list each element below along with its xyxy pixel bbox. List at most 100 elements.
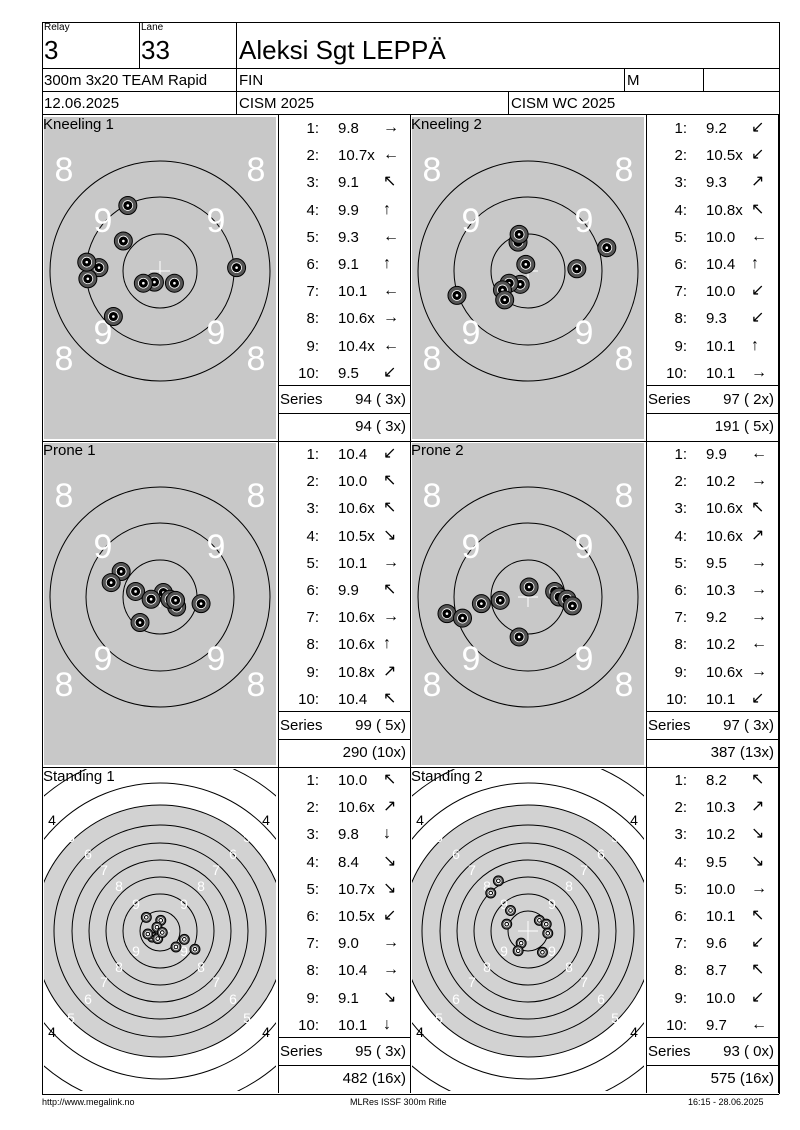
shot-direction-icon: ↘	[383, 526, 397, 544]
shot-value: 9.6	[706, 935, 727, 953]
shot-value: 9.0	[338, 935, 359, 953]
shot-number: 3:	[674, 174, 687, 192]
shot-number: 5:	[306, 228, 319, 246]
target-ring	[439, 842, 617, 1020]
ring-number: 9	[94, 528, 113, 566]
ring-number: 9	[500, 943, 508, 959]
shot-number: 2:	[674, 799, 687, 817]
ring-number: 6	[597, 991, 605, 1007]
shot-direction-icon: →	[751, 608, 767, 626]
series-label: Series	[280, 391, 323, 408]
shot-value: 10.4	[338, 690, 368, 708]
shot-number: 5:	[674, 554, 687, 572]
ring-number: 8	[483, 959, 491, 975]
target-ring	[44, 782, 276, 1080]
shot-direction-icon: ↖	[383, 173, 397, 191]
ring-number: 8	[615, 340, 634, 378]
ring-number: 9	[132, 943, 140, 959]
shot-direction-icon: ↙	[383, 445, 397, 462]
ring-number: 6	[452, 846, 460, 862]
lane-label: Lane	[141, 22, 164, 33]
shot-value: 10.7x	[338, 147, 375, 165]
nation: FIN	[239, 72, 264, 89]
shot-value: 10.6x	[706, 527, 743, 545]
shot-value: 10.1	[338, 554, 368, 572]
shot-direction-icon: ↘	[383, 852, 397, 870]
shot-value: 9.5	[706, 853, 727, 871]
shot-number: 9:	[306, 663, 319, 681]
shot-number: 7:	[306, 609, 319, 627]
target-diagram: 8 88 89 99 9	[44, 443, 276, 765]
shot-number: 5:	[674, 880, 687, 898]
ring-number: 9	[575, 202, 594, 240]
date: 12.06.2025	[44, 95, 120, 112]
shot-value: 10.2	[706, 473, 736, 491]
shot-hole	[540, 918, 552, 930]
shot-hole	[156, 927, 168, 939]
ring-number: 9	[132, 896, 140, 912]
shot-number: 3:	[306, 500, 319, 518]
result-panel: 8 8 8 8 9 9 9 9 Kneeling 1 1: 9.8 → 2: 10.7x ← 3: 9.1 ↖ 4:…	[42, 115, 411, 441]
target-ring	[105, 876, 215, 986]
shot-number: 8:	[306, 636, 319, 654]
shot-hole	[519, 577, 539, 597]
shot-value: 8.7	[706, 962, 727, 980]
shot-number: 5:	[306, 880, 319, 898]
shot-hole	[133, 273, 153, 293]
ring-number: 7	[100, 974, 108, 990]
shot-direction-icon: ↖	[751, 961, 765, 979]
ring-number: 8	[247, 477, 266, 515]
ring-number: 8	[615, 666, 634, 704]
panel-title: Standing 1	[43, 768, 115, 785]
ring-number: 8	[247, 151, 266, 189]
target-ring	[139, 910, 181, 952]
footer-timestamp: 16:15 - 28.06.2025	[688, 1097, 764, 1107]
shot-direction-icon: ↑	[751, 255, 759, 272]
ring-number: 9	[94, 640, 113, 678]
shot-direction-icon: ↗	[751, 173, 765, 191]
ring-number: 8	[55, 340, 74, 378]
cumulative-total: 575 (16x)	[710, 1070, 774, 1087]
ring-number: 8	[55, 151, 74, 189]
shot-direction-icon: ↙	[751, 146, 765, 164]
shot-number: 6:	[306, 908, 319, 925]
shot-number: 9:	[306, 337, 319, 355]
panel-title: Kneeling 2	[411, 116, 482, 133]
shot-direction-icon: →	[751, 662, 767, 680]
shot-direction-icon: ↙	[751, 309, 765, 327]
panel-title: Prone 1	[43, 442, 96, 459]
shot-value: 10.1	[706, 690, 736, 708]
shot-direction-icon: ←	[751, 1015, 767, 1033]
shot-number: 1:	[306, 772, 319, 789]
result-panel: 8 8 8 8 9 9 9 9 Prone 1 1: 10.4 ↙ 2: 10.0 ↖ 3: 10.6x ↖ 4: 1…	[42, 441, 411, 767]
shot-direction-icon: →	[751, 879, 767, 897]
shot-value: 10.0	[706, 880, 736, 898]
ring-number: 9	[575, 640, 594, 678]
shot-direction-icon: ↖	[751, 771, 765, 788]
ring-number: 5	[67, 1010, 75, 1026]
shot-value: 10.6x	[706, 663, 743, 681]
shot-direction-icon: ↓	[383, 1015, 391, 1033]
ring-number: 8	[423, 666, 442, 704]
shot-value: 10.1	[706, 908, 736, 925]
shot-value: 10.6x	[338, 310, 375, 328]
ring-number: 7	[580, 974, 588, 990]
shot-value: 9.7	[706, 1016, 727, 1034]
shot-number: 6:	[674, 582, 687, 599]
shot-direction-icon: ↙	[751, 119, 765, 136]
relay-label: Relay	[44, 22, 70, 33]
shot-direction-icon: ↘	[751, 852, 765, 870]
shot-number: 1:	[674, 120, 687, 137]
shot-number: 9:	[674, 337, 687, 355]
shot-direction-icon: ↙	[383, 363, 397, 381]
shot-direction-icon: ↘	[383, 879, 397, 897]
shot-number: 3:	[674, 826, 687, 844]
shot-number: 7:	[674, 935, 687, 953]
target-ring	[417, 486, 639, 708]
shot-direction-icon: ←	[383, 146, 399, 164]
series-label: Series	[648, 391, 691, 408]
shot-number: 6:	[306, 256, 319, 273]
shot-value: 10.4	[338, 446, 368, 463]
shot-number: 10:	[666, 690, 687, 708]
shot-direction-icon: →	[383, 553, 399, 571]
